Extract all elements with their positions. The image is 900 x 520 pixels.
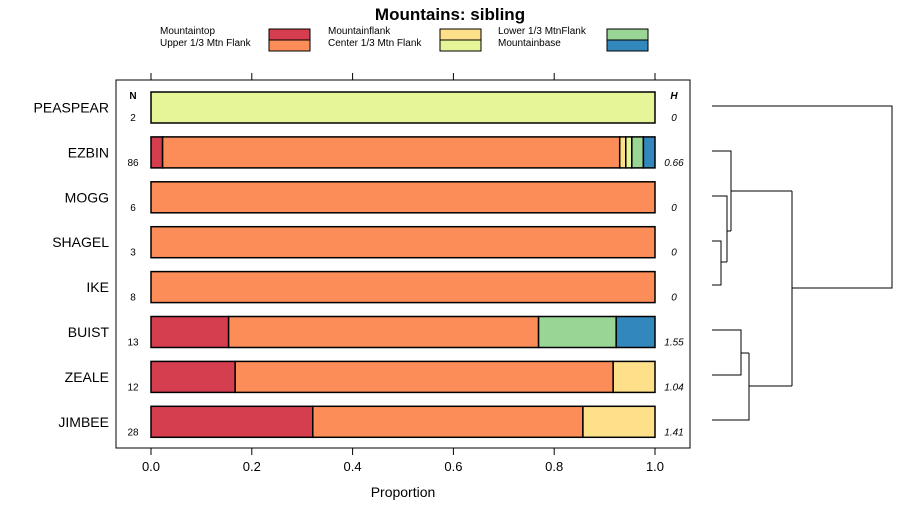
row-labels: PEASPEAR 2 0 EZBIN 86 0.66 MOGG 6 0 SHAGEL 3 0 IKE 8 0… [34, 100, 685, 439]
n-value: 3 [130, 248, 136, 259]
n-value: 6 [130, 203, 136, 214]
x-axis: 0.0 0.2 0.4 0.6 0.8 1.0 [142, 73, 664, 474]
legend-swatch [268, 39, 311, 52]
x-tick-label: 1.0 [646, 459, 664, 474]
x-tick-label: 0.6 [444, 459, 462, 474]
category-label: IKE [86, 279, 109, 295]
h-value: 0 [671, 203, 677, 214]
bar-segment [582, 405, 656, 439]
n-value: 8 [130, 293, 136, 304]
category-label: PEASPEAR [34, 100, 109, 116]
x-tick-label: 0.4 [344, 459, 362, 474]
h-value: 0 [671, 113, 677, 124]
bar-segment [150, 91, 656, 124]
x-tick-label: 0.8 [545, 459, 563, 474]
n-header: N [129, 91, 136, 102]
legend-label: Mountainbase [498, 38, 561, 49]
bar-segment [612, 360, 656, 394]
bar-segment [537, 315, 617, 349]
dendrogram-branch [712, 105, 893, 289]
dendrogram [712, 105, 893, 421]
dendrogram-branch [712, 240, 722, 286]
bar-segment [150, 136, 164, 169]
plot-frame [115, 79, 691, 449]
bar-segment [642, 136, 656, 169]
legend-swatch [606, 39, 649, 52]
n-value: 2 [130, 113, 136, 124]
category-label: MOGG [65, 189, 109, 205]
chart-title: Mountains: sibling [375, 5, 525, 24]
bar-segment [150, 315, 230, 349]
n-value: 13 [127, 338, 139, 349]
dendrogram-branch [712, 150, 732, 231]
dendrogram-branch [712, 329, 742, 353]
category-label: SHAGEL [52, 234, 109, 250]
h-value: 1.41 [664, 427, 683, 438]
bar-segment [631, 136, 645, 169]
legend-swatch [268, 28, 311, 41]
x-tick-label: 0.0 [142, 459, 160, 474]
dendrogram-branch [712, 195, 728, 262]
bar-segment [150, 225, 656, 259]
bar-segment [150, 270, 656, 304]
category-label: ZEALE [65, 369, 109, 385]
legend-swatch [439, 39, 482, 52]
bar-segment [625, 136, 633, 169]
x-tick-label: 0.2 [243, 459, 261, 474]
bar-segment [312, 405, 584, 439]
h-value: 0.66 [664, 158, 684, 169]
h-value: 1.04 [664, 382, 684, 393]
category-label: JIMBEE [58, 414, 109, 430]
legend-swatch [439, 28, 482, 41]
legend-swatch [606, 28, 649, 41]
bars [150, 91, 656, 439]
bar-segment [234, 360, 614, 394]
bar-segment [615, 315, 656, 349]
bar-segment [161, 136, 621, 169]
legend-label: Upper 1/3 Mtn Flank [160, 38, 252, 49]
n-value: 12 [127, 382, 139, 393]
legend-label: Lower 1/3 MtnFlank [498, 26, 587, 37]
bar-segment [150, 405, 314, 439]
x-axis-title: Proportion [371, 484, 436, 500]
n-value: 86 [127, 158, 139, 169]
category-label: EZBIN [68, 144, 109, 160]
bar-segment [227, 315, 540, 349]
bar-segment [150, 181, 656, 214]
category-label: BUIST [68, 324, 110, 340]
n-value: 28 [127, 427, 139, 438]
h-header: H [670, 91, 678, 102]
legend-label: Mountaintop [160, 26, 215, 37]
bar-segment [618, 136, 627, 169]
legend-label: Mountainflank [328, 26, 391, 37]
legend-label: Center 1/3 Mtn Flank [328, 38, 422, 49]
dendrogram-branch [712, 353, 742, 376]
h-value: 0 [671, 293, 677, 304]
bar-segment [150, 360, 236, 394]
dendrogram-branch [712, 353, 750, 421]
h-value: 0 [671, 248, 677, 259]
h-value: 1.55 [664, 338, 684, 349]
